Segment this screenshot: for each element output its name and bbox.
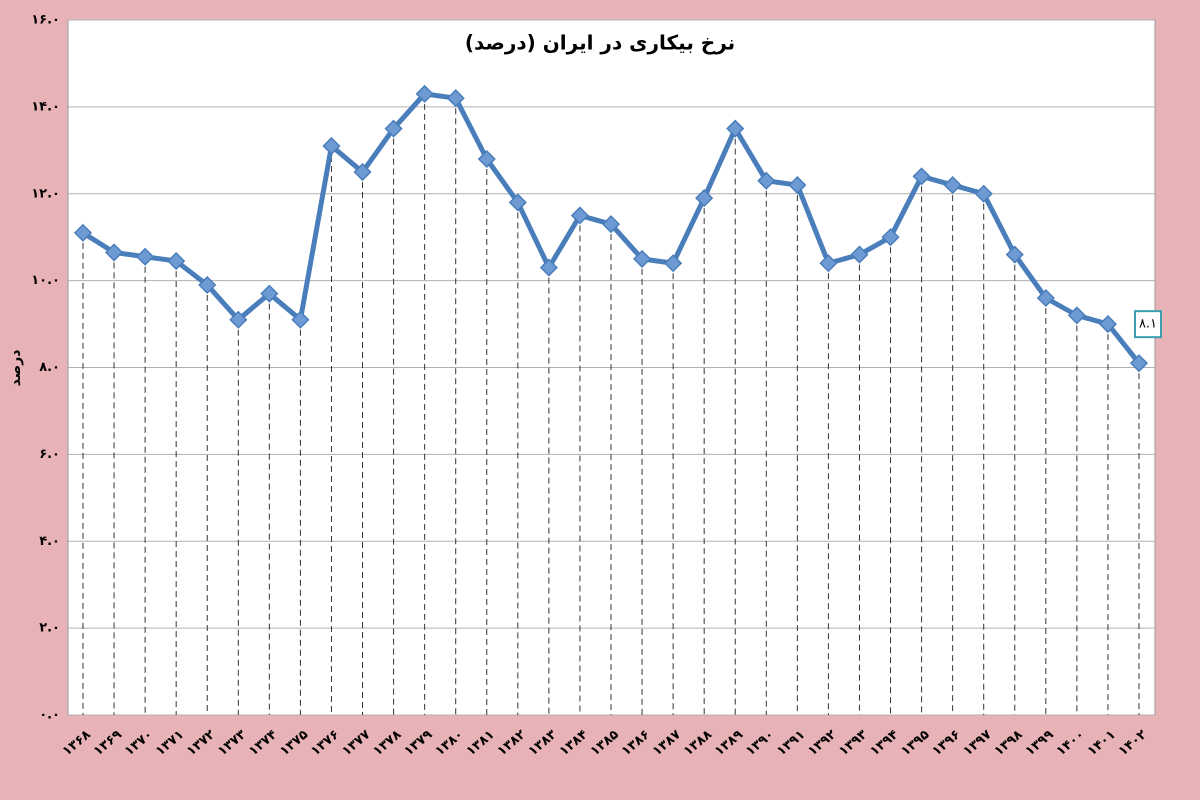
y-tick-label: ۱۴.۰ xyxy=(31,99,60,114)
data-point xyxy=(570,206,590,225)
x-tick-label: ۱۴۰۲ xyxy=(1116,727,1150,759)
x-tick-label: ۱۴۰۰ xyxy=(1054,727,1088,759)
x-tick-label: ۱۳۹۴ xyxy=(867,727,901,759)
chart-title: نرخ بیکاری در ایران (درصد) xyxy=(465,31,735,55)
x-tick-label: ۱۳۷۷ xyxy=(339,727,373,759)
data-point xyxy=(943,176,962,195)
x-tick-label: ۱۳۸۷ xyxy=(650,727,684,759)
y-tick-label: ۶.۰ xyxy=(39,447,60,462)
y-tick-label: ۱۲.۰ xyxy=(31,186,60,201)
x-tick-label: ۱۳۸۴ xyxy=(557,727,591,759)
x-tick-label: ۱۳۷۱ xyxy=(153,727,187,759)
x-tick-label: ۱۳۸۰ xyxy=(433,727,467,759)
x-tick-label: ۱۳۷۳ xyxy=(215,727,249,759)
x-tick-label: ۱۳۷۴ xyxy=(246,727,280,759)
data-point xyxy=(477,149,496,169)
data-point xyxy=(104,243,124,262)
data-point xyxy=(1067,306,1086,325)
data-point xyxy=(353,162,372,182)
data-point xyxy=(974,184,993,203)
data-point xyxy=(291,310,310,329)
x-tick-label: ۱۳۹۸ xyxy=(992,727,1026,759)
x-tick-label: ۱۳۸۱ xyxy=(464,727,498,759)
data-point xyxy=(912,167,931,186)
x-tick-label: ۱۳۷۹ xyxy=(402,727,436,759)
data-point xyxy=(1129,354,1149,373)
data-point xyxy=(726,119,745,138)
x-tick-label: ۱۳۹۹ xyxy=(1023,727,1057,759)
data-point xyxy=(446,89,465,108)
data-point xyxy=(229,310,248,329)
x-tick-label: ۱۳۹۷ xyxy=(961,727,995,759)
x-tick-label: ۱۳۷۰ xyxy=(122,727,156,759)
x-tick-label: ۱۳۶۹ xyxy=(91,727,125,759)
data-point xyxy=(850,245,869,264)
data-point xyxy=(1036,288,1055,308)
data-point xyxy=(136,247,155,266)
data-point xyxy=(198,275,217,295)
x-tick-label: ۱۳۷۸ xyxy=(370,727,404,759)
x-tick-label: ۱۳۹۶ xyxy=(930,727,964,759)
x-tick-label: ۱۳۹۱ xyxy=(774,727,808,759)
x-tick-label: ۱۳۷۲ xyxy=(184,727,218,759)
y-tick-label: ۸.۰ xyxy=(39,360,60,375)
y-axis-label: درصد xyxy=(8,350,24,387)
data-point xyxy=(695,189,714,208)
data-point xyxy=(260,284,279,303)
x-tick-label: ۱۳۸۶ xyxy=(619,727,653,759)
data-point xyxy=(788,176,807,195)
x-tick-label: ۱۳۷۵ xyxy=(277,727,311,759)
data-point xyxy=(632,249,652,268)
data-point xyxy=(757,171,776,190)
y-tick-label: ۱۶.۰ xyxy=(31,13,60,28)
x-tick-label: ۱۳۸۵ xyxy=(588,727,622,759)
x-tick-label: ۱۳۷۶ xyxy=(308,727,342,759)
x-tick-label: ۱۳۸۲ xyxy=(495,727,529,759)
y-tick-label: ۴.۰ xyxy=(39,534,60,549)
x-tick-label: ۱۴۰۱ xyxy=(1085,727,1119,759)
data-point xyxy=(415,84,434,103)
data-label-box xyxy=(1134,310,1162,339)
data-point xyxy=(539,258,558,277)
data-point xyxy=(881,228,900,247)
data-point xyxy=(167,252,186,271)
x-tick-label: ۱۳۹۰ xyxy=(743,727,777,759)
x-tick-label: ۱۳۹۵ xyxy=(898,727,932,759)
y-tick-label: ۲.۰ xyxy=(39,621,60,636)
data-point xyxy=(664,254,683,273)
data-point xyxy=(384,119,403,138)
x-tick-label: ۱۳۸۳ xyxy=(526,727,560,759)
data-point xyxy=(819,254,838,273)
y-tick-label: ۱۰.۰ xyxy=(31,273,60,288)
x-tick-label: ۱۳۶۸ xyxy=(60,727,94,759)
data-point xyxy=(322,136,341,156)
data-point xyxy=(73,223,93,242)
data-point xyxy=(1005,245,1024,264)
x-tick-label: ۱۳۸۸ xyxy=(681,727,715,759)
y-tick-label: ۰.۰ xyxy=(39,708,60,723)
x-tick-label: ۱۳۹۳ xyxy=(836,727,870,759)
x-tick-label: ۱۳۸۹ xyxy=(712,727,746,759)
data-point xyxy=(508,193,527,212)
data-point xyxy=(601,215,621,234)
x-tick-label: ۱۳۹۲ xyxy=(805,727,839,759)
data-point xyxy=(1098,315,1118,334)
data-label: ۸.۱ xyxy=(1139,317,1157,332)
